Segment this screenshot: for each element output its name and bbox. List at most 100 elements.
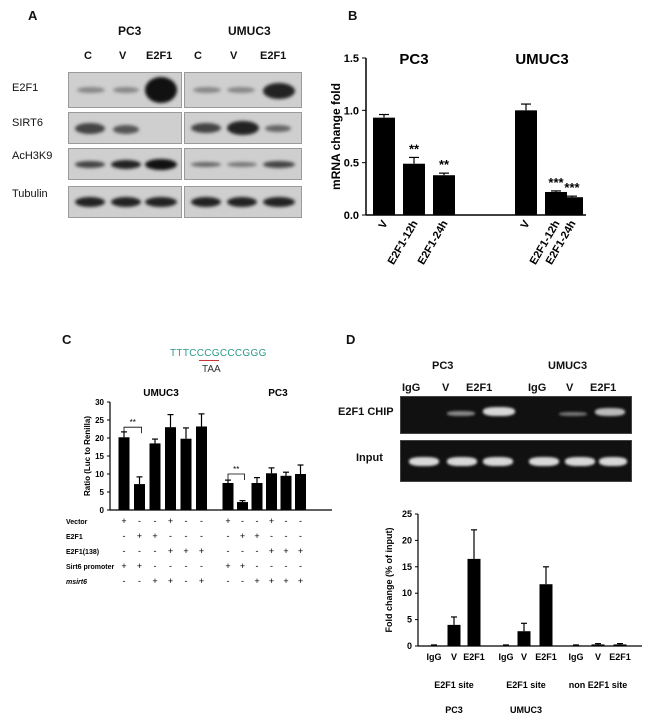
blot-tubulin-pc3 xyxy=(68,186,182,218)
sequence-highlight xyxy=(199,348,219,361)
bar xyxy=(591,644,605,646)
significance-label: *** xyxy=(548,175,564,190)
y-axis-label: mRNA change fold xyxy=(329,83,343,190)
bar xyxy=(251,483,263,510)
panel-b-letter: B xyxy=(348,8,358,23)
condition-sign: + xyxy=(254,576,259,586)
condition-sign: - xyxy=(256,516,259,526)
sequence-bottom: TAA xyxy=(202,364,221,375)
bar xyxy=(196,426,207,510)
lane-label: C xyxy=(84,50,92,62)
condition-label: E2F1(138) xyxy=(66,549,99,556)
blot-e2f1-pc3 xyxy=(68,72,182,108)
x-tick-label: E2F1-24h xyxy=(416,218,451,267)
y-tick-label: 0.0 xyxy=(344,210,359,222)
bar xyxy=(295,474,306,510)
condition-sign: - xyxy=(138,516,141,526)
y-tick-label: 15 xyxy=(95,452,104,461)
condition-sign: - xyxy=(138,546,141,556)
blot-sirt6-pc3 xyxy=(68,112,182,144)
condition-sign: - xyxy=(123,531,126,541)
condition-sign: - xyxy=(285,561,288,571)
condition-sign: - xyxy=(299,516,302,526)
blot-row-label: E2F1 xyxy=(12,82,39,94)
condition-sign: + xyxy=(240,531,245,541)
group-label: non E2F1 site xyxy=(569,680,628,690)
bar xyxy=(467,558,481,646)
bar xyxy=(149,443,161,510)
gel-lane-label: IgG xyxy=(528,382,547,394)
bar xyxy=(499,645,513,646)
panel-a-group-umuc3: UMUC3 xyxy=(228,24,271,38)
x-tick-label: IgG xyxy=(499,652,514,662)
condition-sign: - xyxy=(138,576,141,586)
x-tick-label: V xyxy=(595,652,601,662)
blot-sirt6-umuc3 xyxy=(184,112,302,144)
condition-sign: + xyxy=(152,531,157,541)
panel-d-group-pc3: PC3 xyxy=(432,360,454,372)
condition-sign: + xyxy=(168,576,173,586)
y-tick-label: 25 xyxy=(95,416,104,425)
condition-sign: + xyxy=(199,576,204,586)
lane-label: V xyxy=(119,50,127,62)
bar xyxy=(561,197,583,215)
group-label: E2F1 site xyxy=(506,680,546,690)
y-tick-label: 0 xyxy=(407,641,412,651)
condition-sign: - xyxy=(154,516,157,526)
group-title: UMUC3 xyxy=(143,388,179,399)
condition-sign: - xyxy=(299,531,302,541)
group-title: PC3 xyxy=(268,388,288,399)
condition-sign: - xyxy=(185,516,188,526)
panel-c-letter: C xyxy=(62,332,72,347)
condition-sign: - xyxy=(200,516,203,526)
blot-row-label: AcH3K9 xyxy=(12,150,53,162)
x-tick-label: IgG xyxy=(569,652,584,662)
x-tick-label: E2F1 xyxy=(609,652,631,662)
condition-sign: + xyxy=(137,531,142,541)
condition-label: Sirt6 promoter xyxy=(66,564,115,571)
bar xyxy=(266,473,277,510)
bar xyxy=(613,644,627,646)
bar xyxy=(569,645,583,646)
x-tick-label: V xyxy=(519,218,533,231)
y-tick-label: 20 xyxy=(402,535,412,545)
sequence-top: TTTCCCGCCCGGG xyxy=(170,348,267,359)
x-tick-label: V xyxy=(377,218,391,231)
y-tick-label: 15 xyxy=(402,562,412,572)
condition-sign: - xyxy=(270,531,273,541)
significance-label: ** xyxy=(130,418,136,427)
significance-label: *** xyxy=(564,180,580,195)
condition-sign: - xyxy=(185,576,188,586)
lane-label: E2F1 xyxy=(146,50,173,62)
condition-sign: + xyxy=(240,561,245,571)
blot-ach3k9-umuc3 xyxy=(184,148,302,180)
significance-bracket xyxy=(123,426,142,434)
y-tick-label: 1.5 xyxy=(344,53,359,65)
panel-d-group-umuc3: UMUC3 xyxy=(548,360,588,372)
condition-sign: + xyxy=(152,576,157,586)
blot-row-label: SIRT6 xyxy=(12,117,43,129)
y-axis-label: Fold change (% of input) xyxy=(384,528,394,633)
condition-sign: + xyxy=(121,516,126,526)
condition-label: Vector xyxy=(66,519,88,526)
bar xyxy=(180,438,192,510)
bar xyxy=(517,631,531,646)
y-tick-label: 0 xyxy=(100,506,105,515)
y-tick-label: 1.0 xyxy=(344,105,359,117)
bar xyxy=(118,437,130,510)
condition-sign: - xyxy=(169,561,172,571)
y-tick-label: 30 xyxy=(95,398,104,407)
x-tick-label: V xyxy=(451,652,457,662)
condition-sign: + xyxy=(283,576,288,586)
condition-label: msirt6 xyxy=(66,579,87,586)
bar xyxy=(427,645,441,646)
condition-sign: - xyxy=(123,546,126,556)
bar xyxy=(433,175,455,215)
condition-sign: - xyxy=(241,576,244,586)
gel-lane-label: V xyxy=(442,382,450,394)
condition-sign: - xyxy=(241,546,244,556)
condition-sign: + xyxy=(269,576,274,586)
lane-label: E2F1 xyxy=(260,50,287,62)
bar xyxy=(515,110,537,215)
gel-row-label: E2F1 CHIP xyxy=(338,406,394,418)
